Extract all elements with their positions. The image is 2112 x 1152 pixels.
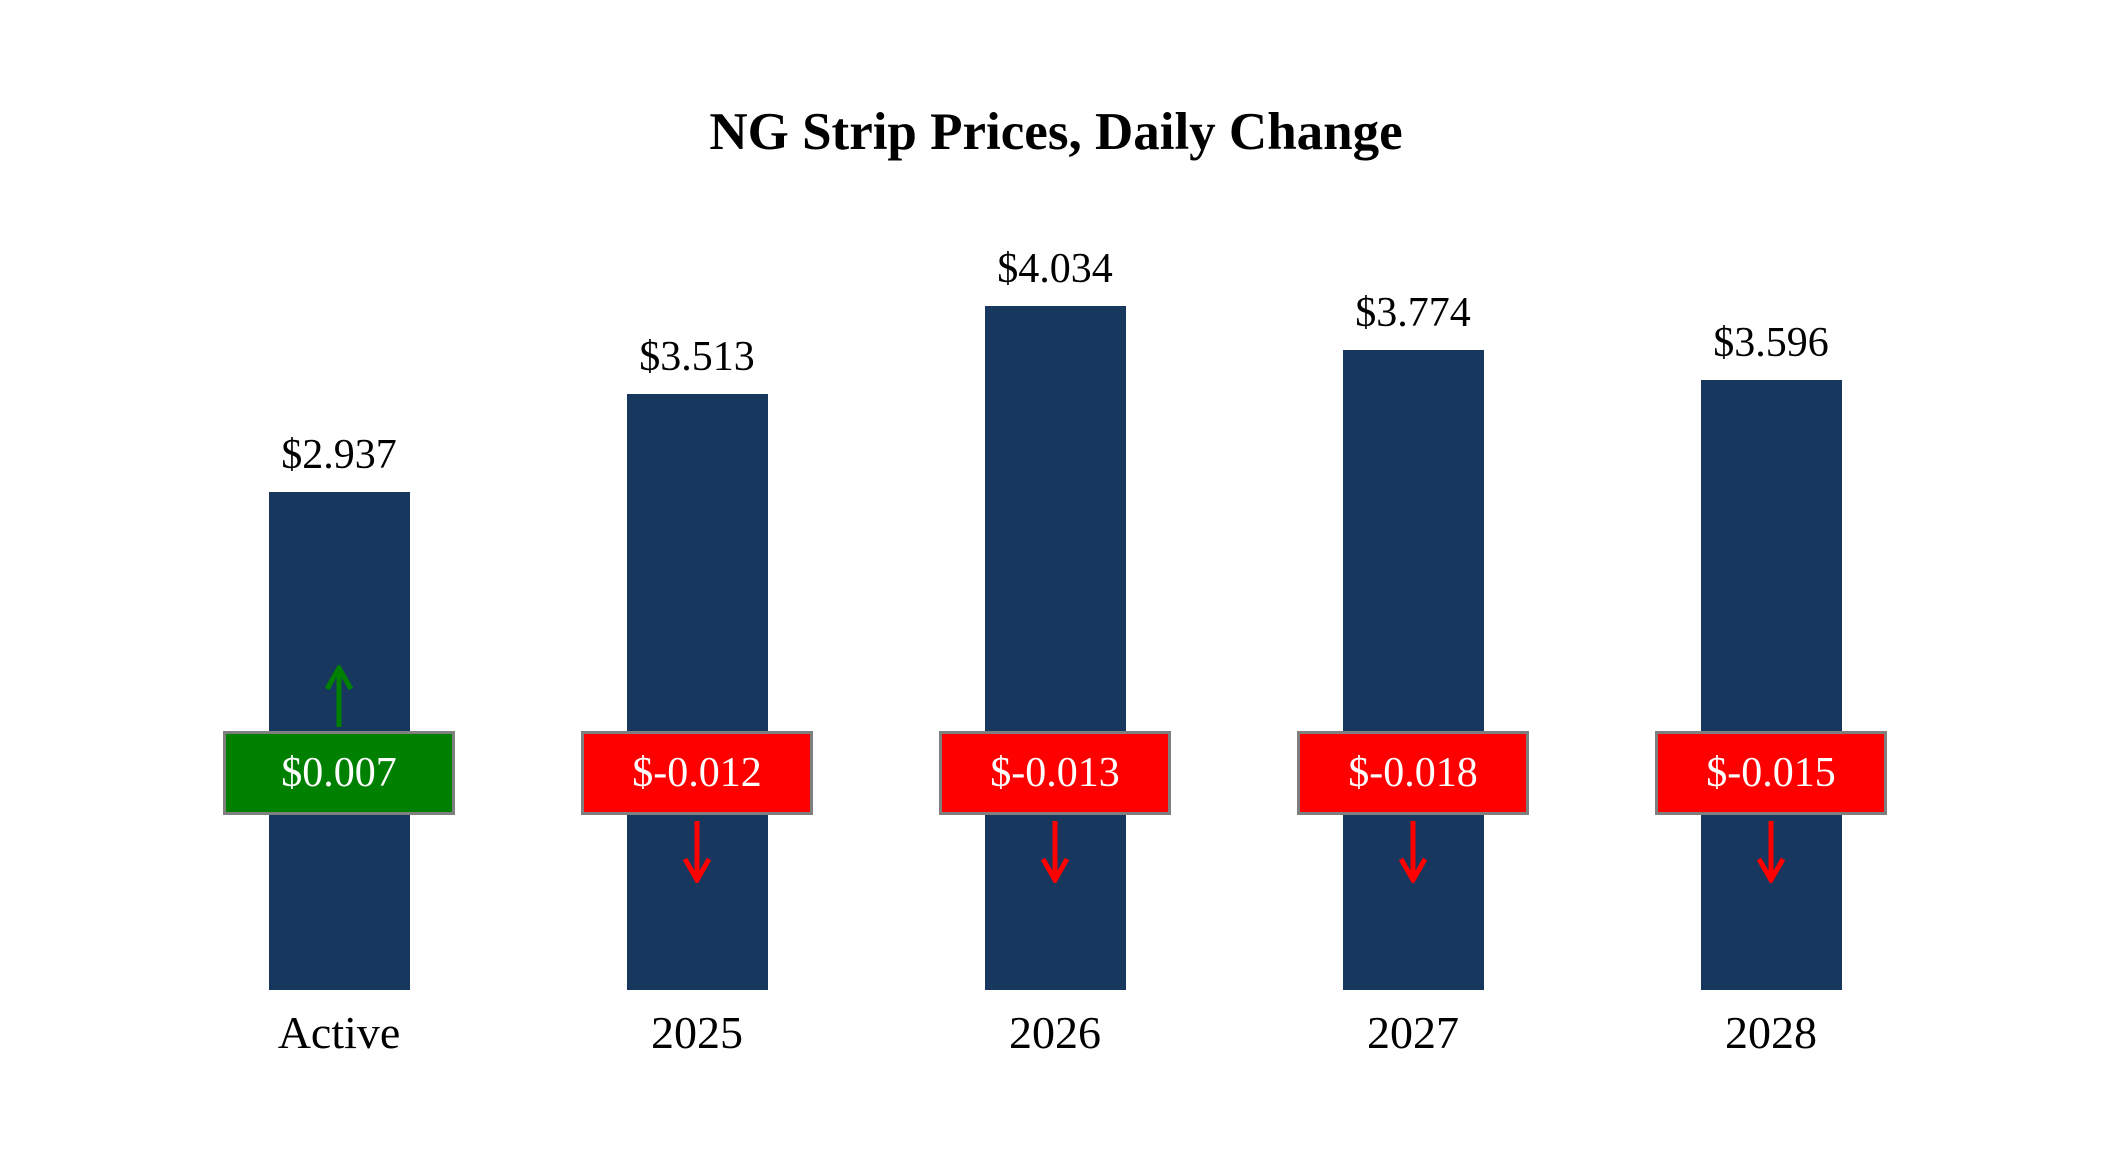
- value-label: $3.513: [639, 334, 755, 380]
- category-label: 2028: [1725, 1007, 1817, 1058]
- change-badge: $0.007: [223, 731, 455, 815]
- bar: [1700, 380, 1842, 990]
- category-label: 2026: [1009, 1007, 1101, 1058]
- down-arrow-icon: [1754, 819, 1788, 886]
- change-badge: $-0.018: [1297, 731, 1529, 815]
- change-badge: $-0.012: [581, 731, 813, 815]
- change-badge: $-0.015: [1655, 731, 1887, 815]
- down-arrow-icon: [1038, 819, 1072, 886]
- up-arrow-icon: [322, 662, 356, 729]
- down-arrow-icon: [1396, 819, 1430, 886]
- bar: [1342, 350, 1484, 990]
- value-label: $4.034: [997, 246, 1113, 292]
- down-arrow-icon: [680, 819, 714, 886]
- value-label: $3.774: [1355, 290, 1471, 336]
- change-badge: $-0.013: [939, 731, 1171, 815]
- bar: [626, 394, 768, 990]
- value-label: $3.596: [1713, 320, 1829, 366]
- category-label: 2027: [1367, 1007, 1459, 1058]
- category-label: 2025: [651, 1007, 743, 1058]
- chart-title: NG Strip Prices, Daily Change: [709, 103, 1403, 161]
- bar: [984, 306, 1126, 990]
- value-label: $2.937: [281, 432, 397, 478]
- category-label: Active: [277, 1007, 401, 1058]
